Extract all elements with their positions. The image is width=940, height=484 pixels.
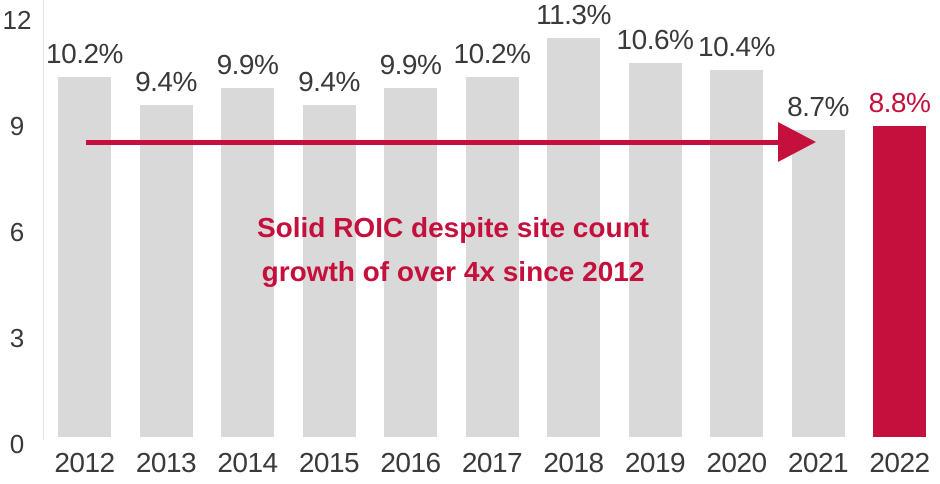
bar-2022 (873, 126, 926, 437)
bar-2019 (628, 62, 682, 437)
trend-arrow-line (86, 140, 786, 145)
x-tick-label-2021: 2021 (787, 447, 849, 478)
y-tick-label: 12 (2, 5, 32, 36)
bar-2013 (139, 105, 193, 437)
y-tick-label: 6 (9, 217, 25, 248)
x-tick-label-2015: 2015 (298, 447, 360, 478)
value-label-2020: 10.4% (698, 30, 775, 62)
value-label-2012: 10.2% (46, 37, 123, 69)
annotation-line-2: growth of over 4x since 2012 (261, 256, 645, 287)
x-tick-label-2013: 2013 (135, 447, 197, 478)
bar-2015 (302, 105, 356, 437)
x-tick-label-2018: 2018 (543, 447, 604, 478)
annotation-text: Solid ROIC despite site count growth of … (200, 206, 706, 294)
value-label-2018: 11.3% (536, 0, 611, 31)
value-label-2021: 8.7% (787, 90, 849, 122)
x-tick-label-2017: 2017 (461, 447, 523, 478)
value-label-2014: 9.9% (216, 48, 279, 80)
y-tick-label: 0 (9, 429, 25, 459)
y-axis-line (43, 0, 44, 440)
bar-2016 (384, 87, 437, 437)
x-tick-label-2022: 2022 (869, 447, 930, 478)
x-tick-label-2012: 2012 (54, 447, 115, 478)
x-tick-label-2020: 2020 (706, 447, 767, 478)
annotation-line-1: Solid ROIC despite site count (256, 212, 650, 243)
bar-2014 (221, 87, 274, 437)
bar-2017 (465, 76, 519, 437)
x-tick-label-2014: 2014 (217, 447, 278, 478)
y-tick-label: 3 (9, 323, 25, 354)
y-tick-label: 9 (9, 111, 25, 142)
value-label-2016: 9.9% (379, 48, 442, 80)
bar-2018 (547, 38, 600, 437)
value-label-2019: 10.6% (616, 23, 694, 55)
x-tick-label-2016: 2016 (380, 447, 441, 478)
bar-2021 (791, 129, 845, 437)
arrow-head-icon (778, 122, 816, 162)
value-label-2015: 9.4% (298, 66, 360, 98)
x-tick-label-2019: 2019 (624, 447, 686, 478)
value-label-2017: 10.2% (453, 37, 531, 69)
value-label-2022: 8.8% (868, 87, 931, 119)
bar-2012 (58, 76, 111, 437)
bar-2020 (710, 69, 763, 437)
value-label-2013: 9.4% (135, 66, 197, 98)
